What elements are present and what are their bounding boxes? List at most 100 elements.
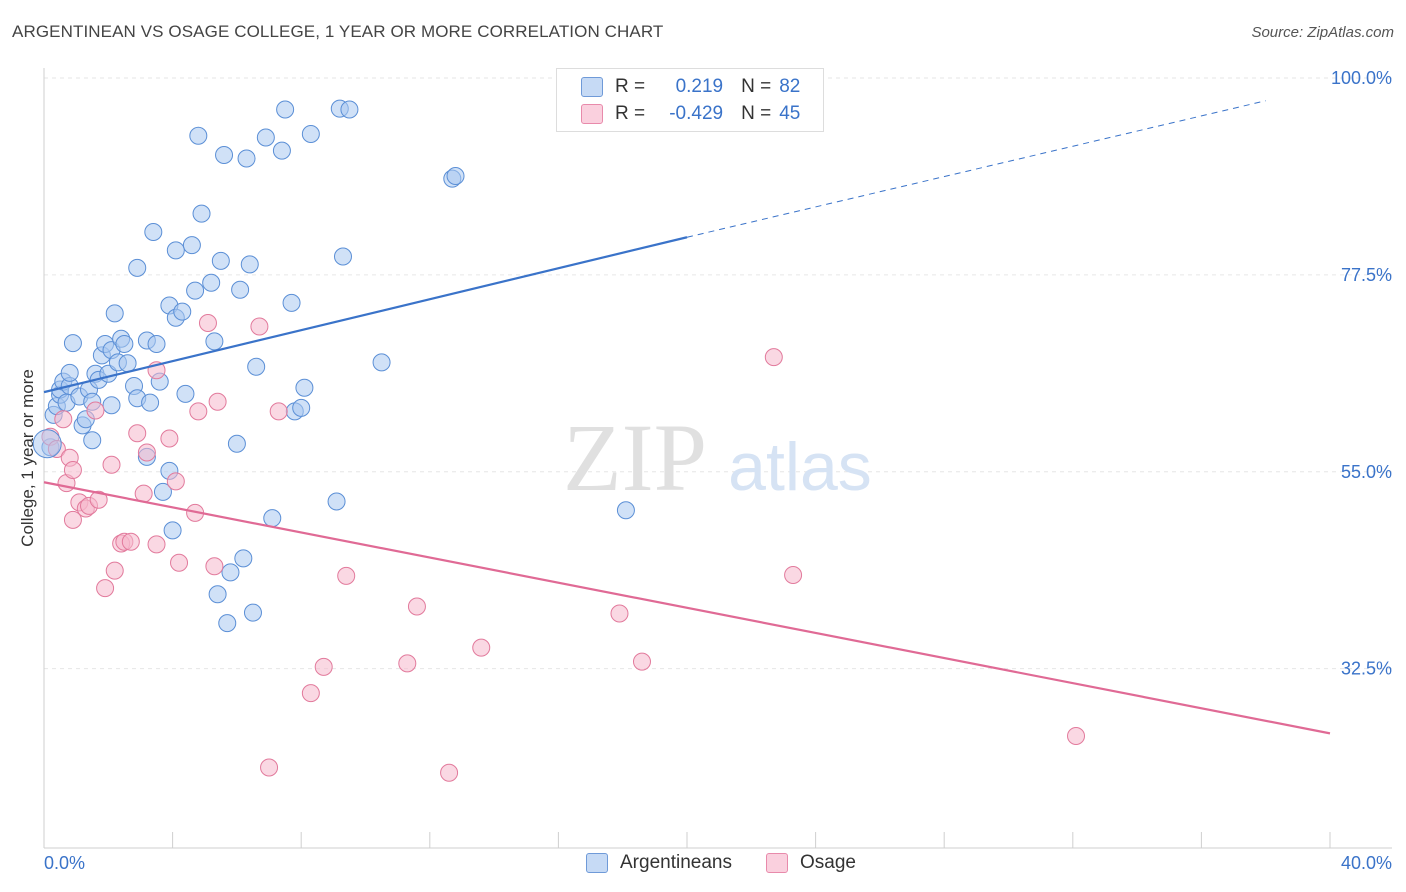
series-name-argentineans: Argentineans	[620, 852, 732, 873]
series-swatch-blue	[586, 853, 608, 873]
osage-point	[314, 657, 333, 676]
argentineans-point	[227, 434, 246, 453]
osage-point	[205, 557, 224, 576]
legend-swatch-pink	[581, 104, 603, 124]
legend-n-value: 45	[779, 103, 801, 124]
argentineans-point	[176, 384, 195, 403]
y-tick-label: 100.0%	[1331, 68, 1392, 88]
legend-n-value: 82	[779, 76, 801, 97]
osage-point	[147, 535, 166, 554]
osage-point	[269, 402, 288, 421]
osage-point	[166, 472, 185, 491]
argentineans-point	[205, 332, 224, 351]
osage-point	[784, 566, 803, 584]
osage-point	[54, 410, 73, 429]
axes	[43, 68, 1392, 849]
osage-point	[632, 652, 651, 671]
argentineans-point	[128, 258, 147, 277]
argentineans-point	[243, 603, 262, 622]
osage-point	[260, 758, 279, 777]
series-swatch-pink	[766, 853, 788, 873]
osage-point	[86, 401, 105, 420]
osage-point	[105, 561, 124, 580]
legend-r-label: R =	[615, 103, 646, 124]
argentineans-point	[240, 255, 259, 274]
argentineans-point	[115, 335, 134, 353]
argentineans-point	[218, 614, 237, 633]
legend-n-label: N =	[741, 76, 772, 97]
osage-point	[764, 348, 783, 367]
osage-point	[398, 654, 417, 673]
argentineans-point	[163, 521, 182, 540]
x-tick-label: 0.0%	[44, 853, 85, 873]
argentineans-point	[295, 378, 314, 397]
argentineans-trend-extension	[686, 100, 1266, 238]
y-tick-label: 55.0%	[1341, 462, 1392, 482]
osage-point	[128, 424, 147, 443]
series-legend-osage[interactable]: Osage	[766, 852, 856, 874]
argentineans-point	[202, 273, 221, 292]
osage-point	[198, 314, 217, 332]
legend-row-argentineans: R = 0.219 N = 82	[581, 73, 800, 101]
argentineans-point	[192, 204, 211, 223]
osage-point	[610, 604, 629, 623]
y-tick-label: 77.5%	[1341, 265, 1392, 285]
osage-point	[137, 443, 156, 462]
argentineans-point	[333, 247, 352, 266]
watermark-atlas: atlas	[728, 429, 872, 505]
argentineans-point	[263, 509, 282, 528]
argentineans-point	[83, 431, 102, 450]
osage-point	[208, 392, 227, 411]
argentineans-point	[102, 396, 121, 415]
osage-point	[407, 597, 426, 616]
data-points	[32, 99, 1086, 782]
chart-title: ARGENTINEAN VS OSAGE COLLEGE, 1 YEAR OR …	[12, 22, 664, 41]
osage-point	[96, 579, 115, 598]
osage-point	[63, 461, 82, 479]
source-credit: Source: ZipAtlas.com	[1251, 24, 1394, 41]
osage-point	[160, 429, 179, 448]
osage-point	[250, 317, 269, 336]
argentineans-point	[118, 354, 137, 373]
osage-point	[121, 532, 140, 551]
argentineans-point	[231, 280, 250, 299]
argentineans-point	[208, 585, 227, 604]
argentineans-point	[616, 501, 635, 520]
legend-r-value: -0.429	[669, 103, 724, 124]
argentineans-point	[340, 100, 359, 119]
osage-point	[189, 402, 208, 421]
trend-lines	[43, 100, 1331, 735]
argentineans-point	[237, 149, 256, 168]
series-legend-argentineans[interactable]: Argentineans	[586, 852, 732, 874]
argentineans-point	[276, 100, 295, 119]
argentineans-point	[247, 357, 266, 376]
argentineans-point	[292, 398, 311, 417]
tick-labels: 32.5% 55.0% 77.5% 100.0% 0.0% 40.0%	[44, 68, 1392, 873]
legend-r-label: R =	[615, 76, 646, 97]
osage-point	[102, 455, 121, 474]
argentineans-point	[446, 167, 465, 185]
argentineans-point	[60, 363, 79, 382]
series-legend: Argentineans Osage	[0, 852, 1406, 878]
osage-trend-line	[43, 481, 1331, 735]
osage-point	[301, 684, 320, 703]
legend-swatch-blue	[581, 77, 603, 97]
argentineans-point	[189, 126, 208, 145]
argentineans-point	[256, 128, 275, 147]
osage-point	[1067, 727, 1086, 745]
argentineans-point	[182, 236, 201, 255]
osage-point	[89, 490, 108, 509]
osage-point	[337, 566, 356, 585]
argentineans-point	[63, 334, 82, 353]
argentineans-point	[105, 304, 124, 323]
argentineans-point	[327, 492, 346, 511]
watermark-zip: ZIP	[563, 404, 707, 511]
argentineans-point	[173, 302, 192, 321]
legend-row-osage: R = -0.429 N = 45	[581, 100, 800, 128]
osage-point	[63, 510, 82, 529]
argentineans-point	[272, 141, 291, 160]
series-name-osage: Osage	[800, 852, 856, 873]
correlation-legend: R = 0.219 N = 82 R = -0.429 N = 45	[556, 68, 824, 132]
argentineans-point	[215, 146, 234, 164]
